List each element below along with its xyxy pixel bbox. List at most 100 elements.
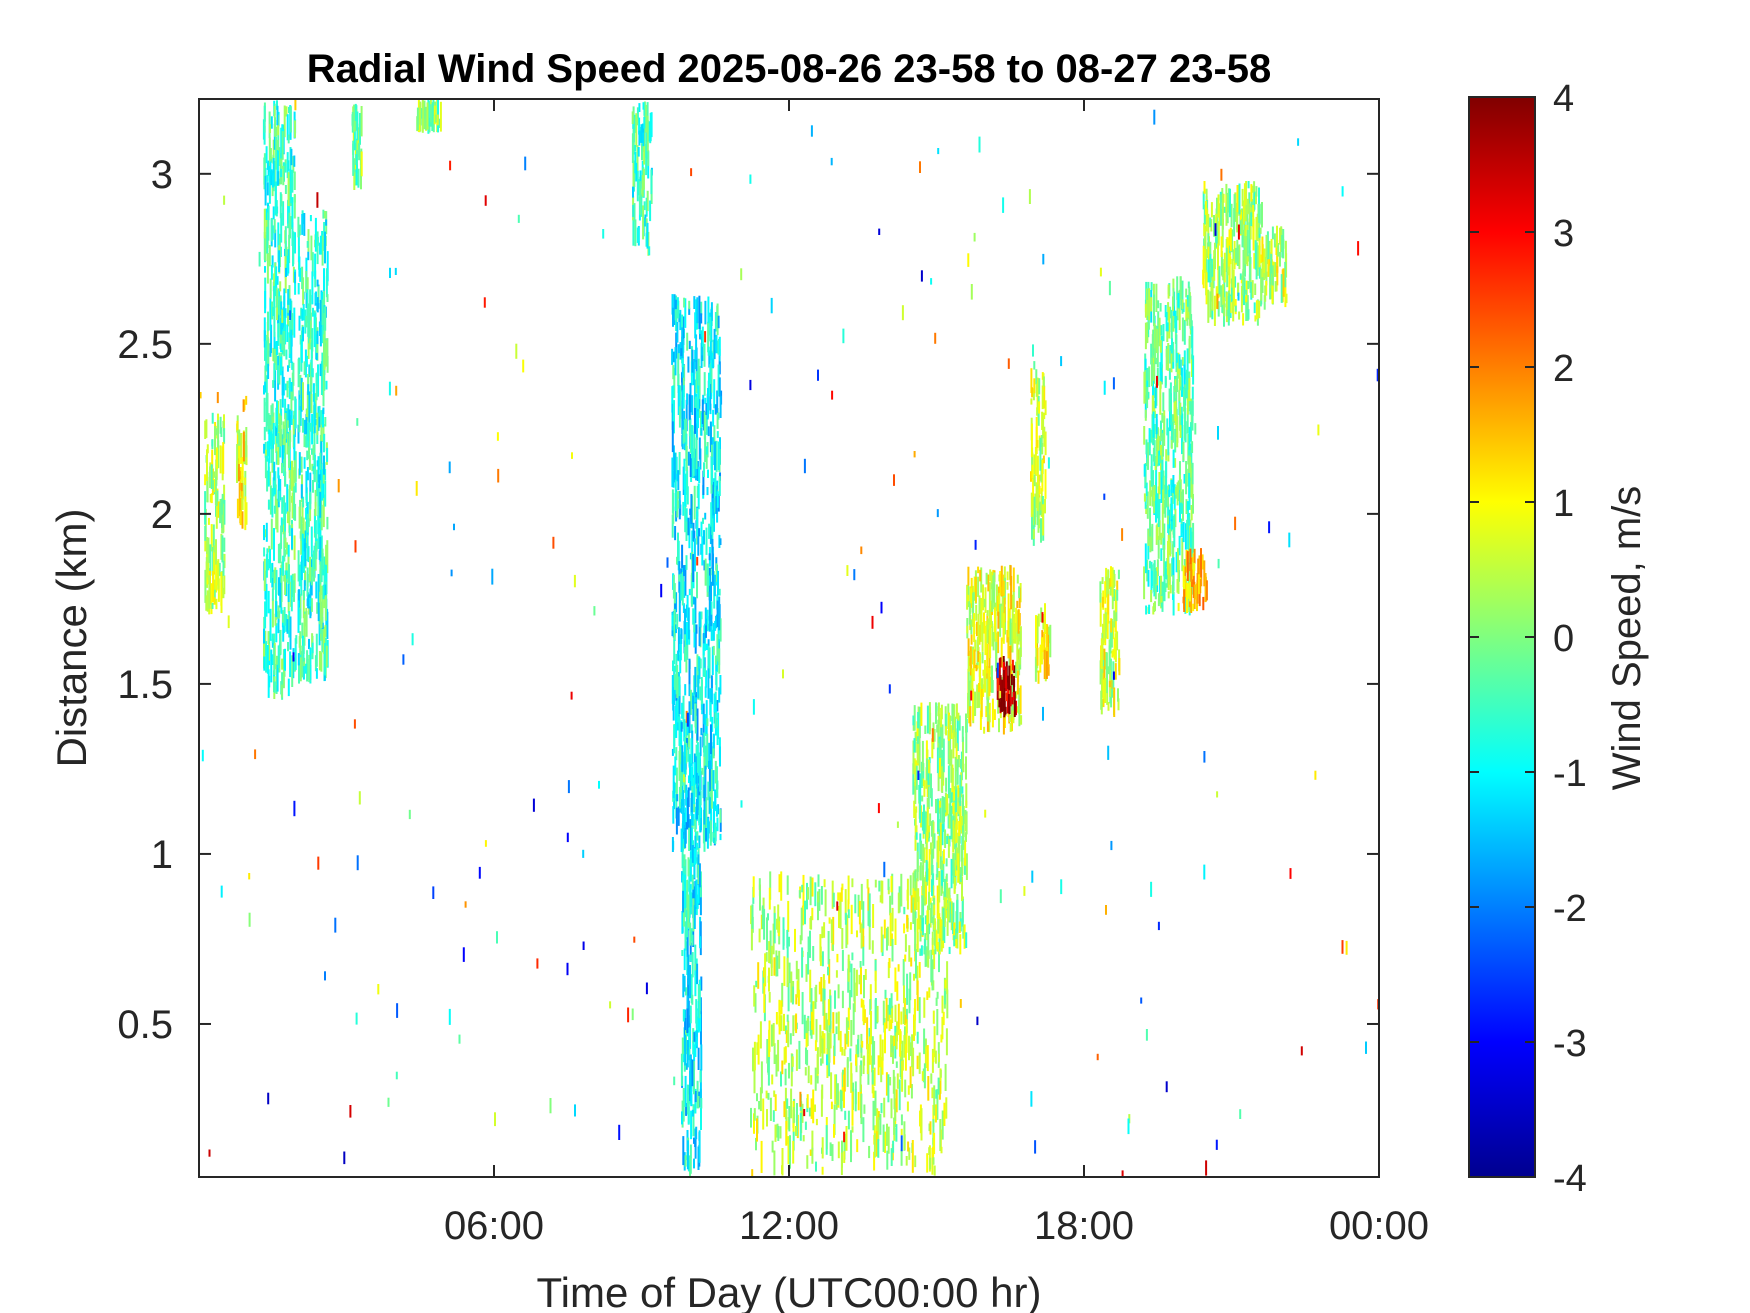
heat-cell bbox=[1289, 868, 1292, 879]
heat-cell bbox=[1157, 505, 1160, 527]
heat-cell bbox=[411, 633, 414, 646]
heat-cell bbox=[694, 944, 697, 976]
heat-cell bbox=[306, 534, 309, 561]
heat-cell bbox=[779, 1126, 782, 1139]
heat-cell bbox=[749, 174, 752, 184]
heat-cell bbox=[680, 722, 683, 732]
heat-cell bbox=[1198, 565, 1201, 583]
heat-cell bbox=[906, 973, 909, 1005]
heat-cell bbox=[705, 618, 707, 638]
heat-cell bbox=[1345, 940, 1348, 955]
heat-cell bbox=[695, 396, 697, 408]
heat-cell bbox=[1246, 204, 1249, 225]
heat-cell bbox=[715, 334, 718, 354]
heat-cell bbox=[862, 919, 865, 947]
heat-cell bbox=[213, 471, 216, 478]
heat-cell bbox=[804, 1121, 807, 1130]
heat-cell bbox=[898, 1079, 901, 1111]
heat-cell bbox=[618, 1124, 621, 1140]
heat-cell bbox=[709, 791, 712, 798]
heat-cell bbox=[1042, 412, 1045, 439]
heat-cell bbox=[223, 195, 226, 205]
heat-cell bbox=[719, 746, 721, 767]
colorbar-tick-label: 3 bbox=[1553, 213, 1574, 255]
heat-cell bbox=[645, 129, 648, 158]
heat-cell bbox=[679, 770, 682, 793]
heat-cell bbox=[302, 590, 305, 601]
heat-cell bbox=[672, 806, 675, 824]
heat-cell bbox=[210, 464, 213, 489]
heat-cell bbox=[321, 235, 324, 266]
heat-cell bbox=[389, 267, 391, 278]
heat-cell bbox=[1001, 586, 1004, 596]
heat-cell bbox=[699, 1014, 702, 1032]
heat-cell bbox=[921, 1071, 924, 1081]
heat-cell bbox=[933, 920, 936, 930]
heat-cell bbox=[1250, 212, 1253, 227]
heat-cell bbox=[674, 794, 676, 801]
heat-cell bbox=[986, 701, 989, 722]
heat-cell bbox=[684, 418, 687, 447]
heat-cell bbox=[279, 629, 282, 655]
heat-cell bbox=[932, 1052, 935, 1063]
heat-cell bbox=[848, 990, 851, 1010]
heat-cell bbox=[1041, 630, 1044, 639]
heat-cell bbox=[718, 534, 721, 548]
heat-cell bbox=[310, 422, 313, 432]
heat-cell bbox=[707, 321, 710, 353]
heat-cell bbox=[1107, 666, 1110, 675]
heat-cell bbox=[900, 1135, 903, 1152]
heat-cell bbox=[281, 309, 284, 323]
heat-cell bbox=[209, 466, 212, 488]
heat-cell bbox=[1144, 543, 1147, 574]
heat-cell bbox=[1205, 207, 1208, 232]
heat-cell bbox=[297, 550, 300, 582]
heat-cell bbox=[1191, 476, 1194, 499]
heat-cell bbox=[302, 277, 305, 306]
heat-cell bbox=[268, 172, 271, 204]
heat-cell bbox=[1038, 485, 1041, 494]
heat-cell bbox=[244, 496, 247, 531]
heat-cell bbox=[1186, 317, 1189, 326]
heat-cell bbox=[267, 631, 270, 644]
heat-cell bbox=[851, 1099, 854, 1126]
heat-cell bbox=[1228, 293, 1231, 316]
heat-cell bbox=[271, 588, 274, 601]
heat-cell bbox=[1158, 520, 1161, 541]
heat-cell bbox=[976, 684, 979, 709]
heat-cell bbox=[1187, 281, 1190, 289]
heat-cell bbox=[351, 111, 354, 127]
heat-cell bbox=[718, 648, 721, 674]
heat-cell bbox=[1168, 563, 1171, 585]
heat-cell bbox=[780, 871, 783, 901]
heat-cell bbox=[689, 1144, 692, 1159]
heat-cell bbox=[642, 123, 644, 133]
heat-cell bbox=[315, 291, 317, 304]
heat-cell bbox=[680, 568, 683, 577]
heat-cell bbox=[862, 935, 865, 966]
heat-cell bbox=[305, 315, 308, 328]
heat-cell bbox=[634, 219, 637, 247]
heat-cell bbox=[310, 526, 313, 557]
heat-cell bbox=[941, 796, 944, 824]
heat-cell bbox=[273, 681, 276, 693]
heat-cell bbox=[1165, 461, 1168, 495]
heat-cell bbox=[711, 482, 714, 509]
heat-cell bbox=[217, 578, 220, 602]
heat-cell bbox=[942, 738, 945, 773]
heat-cell bbox=[1165, 449, 1168, 461]
heat-cell bbox=[702, 633, 705, 645]
heat-cell bbox=[1173, 291, 1176, 323]
heat-cell bbox=[278, 352, 281, 385]
heat-cell bbox=[282, 668, 285, 689]
heat-cell bbox=[1030, 492, 1033, 517]
heat-cell bbox=[1150, 343, 1153, 365]
heat-cell bbox=[841, 1047, 844, 1056]
heat-cell bbox=[1034, 447, 1037, 476]
heat-cell bbox=[274, 117, 276, 137]
heat-cell bbox=[1254, 240, 1257, 270]
heat-cell bbox=[705, 446, 708, 455]
heat-cell bbox=[453, 523, 455, 531]
heat-cell bbox=[284, 383, 287, 391]
heat-cell bbox=[709, 334, 712, 361]
